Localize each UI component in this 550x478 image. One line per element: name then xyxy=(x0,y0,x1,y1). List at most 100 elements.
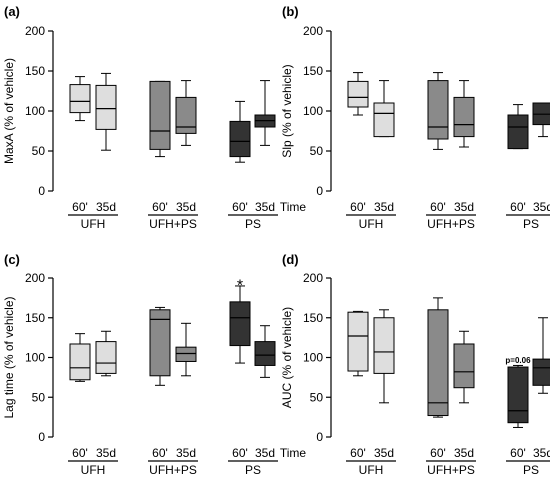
y-tick-label: 100 xyxy=(25,351,45,365)
y-tick-label: 150 xyxy=(303,311,323,325)
box-rect xyxy=(70,344,90,380)
panel-d: (d) AUC (% of vehicle) 0 50 100 150 200 60' 35d 6… xyxy=(280,252,550,477)
box-ps-60min xyxy=(508,365,528,427)
box-ps-60min xyxy=(230,101,250,162)
group-label: PS xyxy=(245,463,261,477)
box-rect xyxy=(176,97,196,133)
y-tick-label: 50 xyxy=(310,144,324,158)
y-tick-label: 100 xyxy=(303,104,323,118)
y-tick-label: 200 xyxy=(25,271,45,285)
x-subcategory-label: 60' xyxy=(430,200,446,214)
p-value-annotation: p=0.06 xyxy=(505,356,531,365)
x-subcategory-label: 35d xyxy=(176,446,196,460)
x-subcategory-label: 60' xyxy=(350,200,366,214)
box-rect xyxy=(230,121,250,156)
box-ps-60min xyxy=(508,105,528,149)
x-subcategory-label: 60' xyxy=(72,200,88,214)
x-subcategory-label: 35d xyxy=(96,200,116,214)
box-rect xyxy=(454,97,474,136)
y-tick-label: 150 xyxy=(25,311,45,325)
box-rect xyxy=(348,81,368,107)
box-ufh-35d xyxy=(96,73,116,150)
x-subcategory-label: 60' xyxy=(72,446,88,460)
box-ufh-ps-60min xyxy=(428,73,448,150)
y-tick-label: 100 xyxy=(303,351,323,365)
box-ps-35d xyxy=(533,103,550,137)
box-rect xyxy=(255,342,275,366)
x-subcategory-label: 35d xyxy=(176,200,196,214)
y-tick-label: 50 xyxy=(32,144,46,158)
box-ufh-ps-60min xyxy=(150,81,170,156)
group-label: UFH+PS xyxy=(427,463,475,477)
y-axis-label: Slp (% of vehicle) xyxy=(280,64,294,157)
panel-label: (b) xyxy=(282,4,299,19)
box-rect xyxy=(176,347,196,361)
group-label: UFH+PS xyxy=(149,217,197,231)
x-subcategory-label: 60' xyxy=(152,200,168,214)
box-ps-35d xyxy=(255,81,275,146)
box-rect xyxy=(96,85,116,129)
box-ufh-ps-35d xyxy=(454,81,474,147)
x-subcategory-label: 35d xyxy=(255,446,275,460)
box-ufh-35d xyxy=(96,331,116,376)
y-tick-label: 0 xyxy=(316,184,323,198)
box-rect xyxy=(96,342,116,374)
x-subcategory-label: 35d xyxy=(454,446,474,460)
x-subcategory-label: 35d xyxy=(374,200,394,214)
box-rect xyxy=(508,115,528,149)
time-label: Time xyxy=(280,446,307,460)
box-rect xyxy=(508,367,528,423)
box-ps-60min xyxy=(230,286,250,363)
panel-a: (a) MaxA (% of vehicle) 0 50 100 150 200 60' 35d… xyxy=(2,4,306,231)
x-subcategory-label: 35d xyxy=(533,200,550,214)
x-subcategory-label: 60' xyxy=(430,446,446,460)
y-tick-label: 50 xyxy=(32,390,46,404)
group-label: UFH xyxy=(81,217,106,231)
box-ufh-ps-35d xyxy=(176,81,196,146)
box-ufh-ps-35d xyxy=(454,331,474,403)
y-axis-label: Lag time (% of vehicle) xyxy=(2,296,16,418)
group-label: UFH xyxy=(359,217,384,231)
box-rect xyxy=(150,81,170,149)
panel-b: (b) Slp (% of vehicle) 0 50 100 150 200 60' 35d 6… xyxy=(280,4,550,231)
box-rect xyxy=(374,318,394,374)
box-ufh-ps-60min xyxy=(428,298,448,417)
group-label: UFH xyxy=(81,463,106,477)
y-tick-label: 100 xyxy=(25,104,45,118)
group-label: PS xyxy=(523,463,539,477)
panel-c: (c) Lag time (% of vehicle) 0 50 100 150 200 60… xyxy=(2,252,306,477)
y-tick-label: 150 xyxy=(25,64,45,78)
x-subcategory-label: 35d xyxy=(454,200,474,214)
panel-label: (d) xyxy=(282,252,299,267)
y-tick-label: 200 xyxy=(303,24,323,38)
box-rect xyxy=(230,302,250,346)
y-tick-label: 200 xyxy=(25,24,45,38)
box-rect xyxy=(533,359,550,385)
box-ps-35d xyxy=(255,326,275,378)
y-tick-label: 0 xyxy=(38,430,45,444)
significance-marker: * xyxy=(237,277,243,294)
y-tick-label: 150 xyxy=(303,64,323,78)
x-subcategory-label: 60' xyxy=(232,446,248,460)
box-rect xyxy=(454,344,474,388)
box-ufh-60min xyxy=(70,334,90,382)
box-ufh-35d xyxy=(374,81,394,137)
x-subcategory-label: 35d xyxy=(374,446,394,460)
box-rect xyxy=(374,103,394,137)
x-subcategory-label: 35d xyxy=(533,446,550,460)
time-label: Time xyxy=(280,200,307,214)
x-subcategory-label: 60' xyxy=(510,446,526,460)
y-tick-label: 0 xyxy=(316,430,323,444)
box-rect xyxy=(428,81,448,139)
x-subcategory-label: 35d xyxy=(255,200,275,214)
y-tick-label: 200 xyxy=(303,271,323,285)
x-subcategory-label: 60' xyxy=(350,446,366,460)
box-rect xyxy=(348,312,368,371)
group-label: PS xyxy=(245,217,261,231)
x-subcategory-label: 60' xyxy=(232,200,248,214)
y-tick-label: 50 xyxy=(310,390,324,404)
box-ps-35d xyxy=(533,318,550,394)
y-axis-label: AUC (% of vehicle) xyxy=(280,307,294,408)
x-subcategory-label: 35d xyxy=(96,446,116,460)
